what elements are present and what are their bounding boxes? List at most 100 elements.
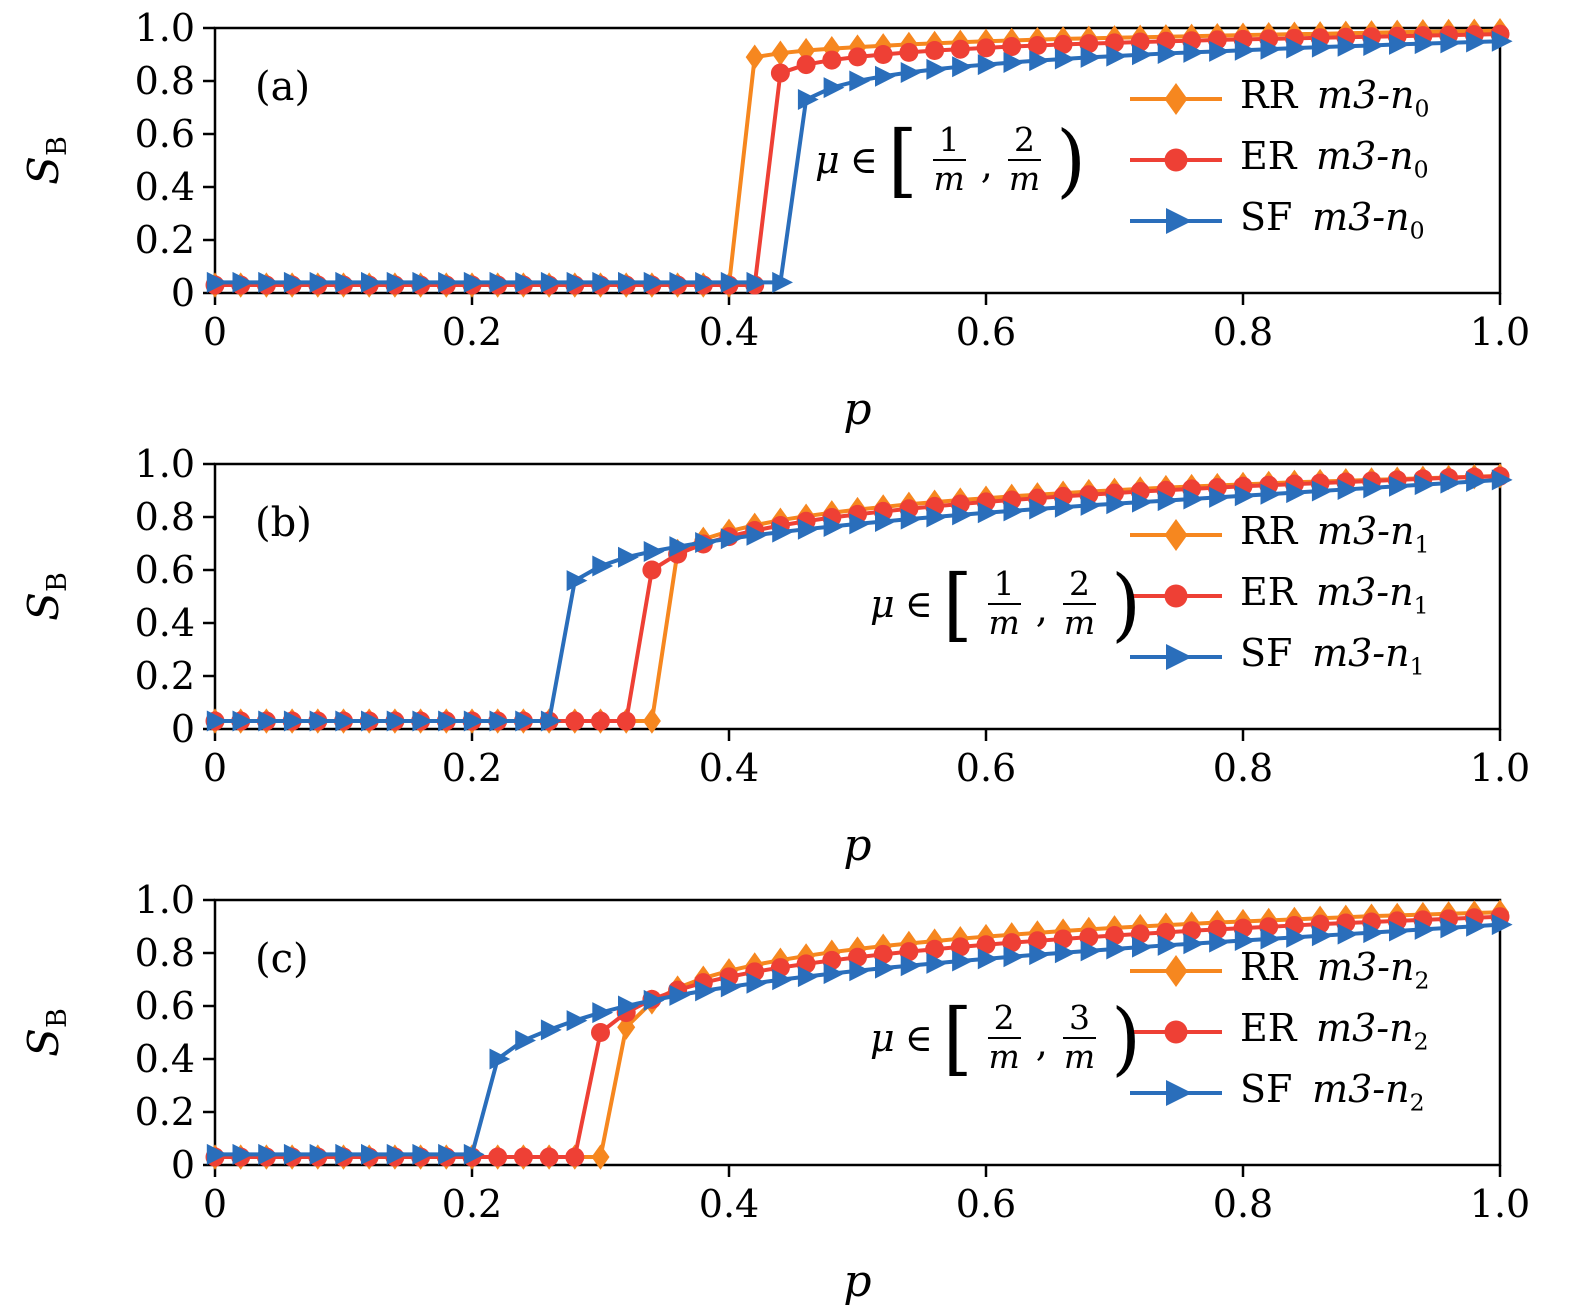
series-markers-sf (206, 914, 1513, 1165)
legend-item-sf: SF m3-n0 (1128, 198, 1425, 243)
legend-prefix: SF (1240, 631, 1293, 676)
series-markers-sf (206, 469, 1513, 732)
triangle-right-marker-icon (1130, 1079, 1222, 1106)
legend-item-rr: RR m3-n1 (1128, 512, 1429, 557)
mu-symbol: μ (815, 137, 840, 182)
y-tick-label: 0 (171, 1143, 195, 1187)
legend-subscript: 0 (1414, 94, 1430, 123)
element-of-symbol: ∈ (849, 137, 878, 182)
legend-label: RR m3-n0 (1240, 76, 1429, 121)
open-bracket: [ (942, 556, 973, 650)
mu-annotation-a: μ ∈[1 m, 2 m) (815, 119, 1086, 198)
x-axis-label: p (843, 384, 871, 435)
legend-label: ER m3-n1 (1240, 573, 1429, 618)
legend-subscript: 2 (1414, 966, 1430, 995)
fraction-2-numerator: 2 (1008, 121, 1042, 161)
diamond-marker-icon (1130, 518, 1222, 551)
y-tick-label: 0.4 (135, 165, 195, 209)
separator-comma: , (980, 142, 993, 187)
circle-marker-icon (1130, 148, 1222, 172)
legend-math: m3-n (1316, 509, 1415, 553)
close-paren: ) (1111, 556, 1141, 650)
x-tick-label: 0.8 (1213, 1182, 1273, 1226)
plot-frame (213, 26, 1502, 295)
mu-annotation-c: μ ∈[2 m, 3 m) (870, 997, 1141, 1076)
legend-label: SF m3-n1 (1240, 634, 1425, 679)
diamond-marker-icon (1130, 82, 1222, 115)
y-axis-label: SB (19, 136, 73, 185)
y-tick-label: 0.8 (135, 59, 195, 103)
legend-prefix: ER (1240, 1006, 1297, 1051)
chart-canvas-c: 0 0.2 0.4 0.6 0.8 1.0 0 0.2 0.4 0.6 0.8 1.0 (c) p SB (19, 878, 1530, 1307)
circle-marker-icon (1130, 1020, 1222, 1044)
legend-label: ER m3-n2 (1240, 1009, 1429, 1054)
x-axis-label: p (843, 1256, 871, 1307)
panel-a: 0 0.2 0.4 0.6 0.8 1.0 0 0.2 0.4 0.6 0.8 1.0 (a) p SB R… (0, 0, 1575, 436)
y-tick-label: 0 (171, 271, 195, 315)
legend-subscript: 1 (1414, 530, 1430, 559)
mu-symbol: μ (870, 581, 895, 626)
legend-math: m3-n (1312, 631, 1410, 676)
legend-label: RR m3-n1 (1240, 512, 1429, 557)
legend-item-rr: RR m3-n0 (1128, 76, 1429, 121)
x-tick-label: 0.8 (1213, 746, 1273, 790)
plot-frame (213, 462, 1502, 731)
y-axis-label: SB (19, 1008, 73, 1057)
legend-item-sf: SF m3-n2 (1128, 1070, 1425, 1115)
x-tick-label: 1.0 (1470, 1182, 1530, 1226)
fraction-2-denominator: m (1008, 158, 1041, 198)
y-tick-label: 0.8 (135, 495, 195, 539)
legend-prefix: ER (1240, 570, 1297, 615)
legend-b: RR m3-n1 ER m3-n1 SF m3-n1 (1128, 512, 1429, 679)
y-tick-label: 0.2 (135, 1090, 195, 1134)
x-tick-label: 0.6 (956, 746, 1016, 790)
x-tick-label: 0.2 (442, 310, 502, 354)
panel-letter: (a) (255, 64, 310, 110)
legend-math: m3-n (1316, 73, 1415, 117)
y-axis-label: SB (19, 572, 73, 621)
fraction-2-numerator: 2 (1063, 565, 1097, 605)
chart-canvas-a: 0 0.2 0.4 0.6 0.8 1.0 0 0.2 0.4 0.6 0.8 1.0 (a) p SB (19, 6, 1530, 435)
y-tick-label: 1.0 (135, 6, 195, 50)
legend-item-sf: SF m3-n1 (1128, 634, 1425, 679)
y-tick-label: 0.4 (135, 1037, 195, 1081)
chart-canvas-b: 0 0.2 0.4 0.6 0.8 1.0 0 0.2 0.4 0.6 0.8 1.0 (b) p SB (19, 442, 1530, 871)
legend-subscript: 2 (1413, 1027, 1429, 1056)
legend-item-rr: RR m3-n2 (1128, 948, 1429, 993)
legend-label: SF m3-n0 (1240, 198, 1425, 243)
mu-annotation-b: μ ∈[1 m, 2 m) (870, 556, 1141, 650)
legend-math: m3-n (1316, 1006, 1414, 1051)
x-tick-label: 0.6 (956, 310, 1016, 354)
legend-math: m3-n (1316, 134, 1414, 179)
legend-subscript: 2 (1409, 1088, 1425, 1117)
fraction-2-numerator: 3 (1063, 999, 1097, 1039)
legend-math: m3-n (1312, 195, 1410, 240)
plot-frame (213, 898, 1502, 1167)
x-tick-label: 1.0 (1470, 310, 1530, 354)
fraction-1-denominator: m (988, 1036, 1020, 1076)
legend-label: ER m3-n0 (1240, 137, 1429, 182)
legend-label: RR m3-n2 (1240, 948, 1429, 993)
fraction-2-denominator: m (1063, 602, 1096, 642)
panel-b: 0 0.2 0.4 0.6 0.8 1.0 0 0.2 0.4 0.6 0.8 1.0 (b) p SB R… (0, 436, 1575, 872)
legend-prefix: RR (1240, 73, 1298, 117)
x-tick-label: 0.2 (442, 1182, 502, 1226)
series-markers-sf (206, 30, 1513, 293)
legend-c: RR m3-n2 ER m3-n2 SF m3-n2 (1128, 948, 1429, 1115)
x-tick-label: 0.2 (442, 746, 502, 790)
fraction-1-denominator: m (988, 602, 1020, 642)
x-tick-label: 0.6 (956, 1182, 1016, 1226)
y-tick-label: 1.0 (135, 878, 195, 922)
separator-comma: , (1035, 1020, 1048, 1065)
legend-prefix: RR (1240, 509, 1298, 553)
triangle-right-marker-icon (1130, 207, 1222, 234)
x-tick-label: 0 (203, 746, 227, 790)
x-tick-label: 0.4 (699, 310, 759, 354)
legend-subscript: 0 (1409, 216, 1425, 245)
